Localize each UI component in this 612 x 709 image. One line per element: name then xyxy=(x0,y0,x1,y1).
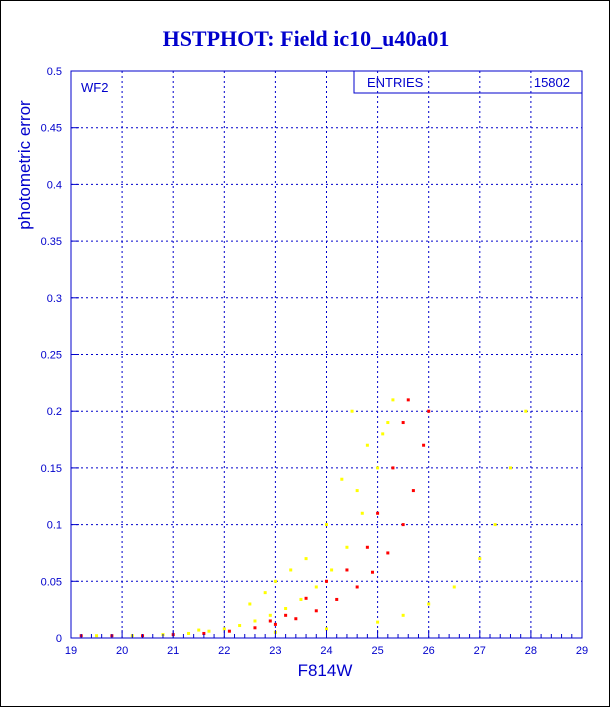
panel-label: WF2 xyxy=(81,80,108,95)
x-tick-label: 28 xyxy=(525,645,537,657)
data-point xyxy=(202,631,206,635)
data-point xyxy=(478,557,482,561)
data-point xyxy=(391,398,395,402)
data-point xyxy=(376,620,380,624)
data-point xyxy=(314,609,318,613)
data-point xyxy=(248,602,252,606)
data-point xyxy=(365,443,369,447)
data-point xyxy=(268,619,272,623)
data-point xyxy=(325,523,328,527)
y-tick-label: 0.45 xyxy=(41,123,62,135)
x-tick-label: 20 xyxy=(116,645,128,657)
y-tick-label: 0 xyxy=(56,633,62,645)
data-point xyxy=(325,627,328,631)
data-point xyxy=(207,629,211,633)
stats-entries-label: ENTRIES xyxy=(367,75,424,90)
data-point xyxy=(304,557,308,561)
x-tick-label: 29 xyxy=(576,645,588,657)
y-tick-label: 0.15 xyxy=(41,463,62,475)
data-point xyxy=(294,617,298,621)
x-tick-label: 22 xyxy=(218,645,230,657)
data-point xyxy=(314,585,318,589)
y-tick-label: 0.1 xyxy=(47,520,62,532)
grid xyxy=(71,71,582,638)
y-tick-label: 0.5 xyxy=(47,66,62,78)
data-point xyxy=(222,627,226,631)
x-tick-label: 25 xyxy=(371,645,383,657)
data-point xyxy=(355,489,359,493)
y-tick-label: 0.05 xyxy=(41,576,62,588)
data-point xyxy=(284,607,288,611)
data-point xyxy=(335,597,339,601)
x-tick-label: 26 xyxy=(423,645,435,657)
data-point xyxy=(273,622,277,626)
data-point xyxy=(187,631,191,635)
y-tick-label: 0.3 xyxy=(47,293,62,305)
data-point xyxy=(289,568,293,572)
data-point xyxy=(422,443,426,447)
data-point xyxy=(273,579,277,583)
data-point xyxy=(238,624,242,628)
data-point xyxy=(304,596,308,600)
x-tick-label: 27 xyxy=(474,645,486,657)
data-point xyxy=(427,409,431,413)
data-point xyxy=(381,432,385,436)
data-point xyxy=(401,613,405,617)
data-point xyxy=(197,628,201,632)
data-point xyxy=(95,634,99,638)
data-point xyxy=(411,489,415,493)
stats-entries-value: 15802 xyxy=(534,75,570,90)
data-point xyxy=(227,629,231,633)
data-point xyxy=(391,466,395,470)
data-point xyxy=(386,551,390,555)
data-point xyxy=(284,613,288,617)
data-point xyxy=(365,545,369,549)
x-tick-label: 24 xyxy=(320,645,332,657)
data-point xyxy=(253,619,257,623)
data-point xyxy=(524,409,528,413)
data-point xyxy=(268,613,272,617)
data-point xyxy=(452,585,456,589)
data-point xyxy=(386,421,390,425)
y-axis-ticks: 0 0.05 0.1 0.15 0.2 0.25 0.3 0.35 0.4 0.45 0.5 xyxy=(41,66,79,645)
y-axis-title: photometric error xyxy=(15,100,34,230)
data-points xyxy=(79,398,528,638)
x-tick-label: 19 xyxy=(65,645,77,657)
data-point xyxy=(330,568,334,572)
x-tick-label: 21 xyxy=(167,645,179,657)
data-point xyxy=(427,602,431,606)
data-point xyxy=(253,626,257,630)
data-point xyxy=(493,523,497,527)
data-point xyxy=(340,477,344,481)
data-point xyxy=(299,597,303,601)
y-tick-label: 0.2 xyxy=(47,406,62,418)
x-tick-label: 23 xyxy=(269,645,281,657)
y-tick-label: 0.25 xyxy=(41,350,62,362)
data-point xyxy=(325,579,328,583)
data-point xyxy=(401,421,405,425)
y-tick-label: 0.35 xyxy=(41,236,62,248)
data-point xyxy=(345,568,349,572)
data-point xyxy=(355,585,359,589)
data-point xyxy=(345,545,349,549)
data-point xyxy=(360,511,364,515)
stats-box xyxy=(353,70,583,94)
y-tick-label: 0.4 xyxy=(47,179,62,191)
x-axis-ticks: 19 20 21 22 23 24 25 26 27 28 29 xyxy=(65,630,588,657)
chart-title: HSTPHOT: Field ic10_u40a01 xyxy=(162,26,450,51)
data-point xyxy=(263,591,267,595)
data-point xyxy=(376,511,380,515)
x-axis-title: F814W xyxy=(298,661,353,680)
data-point xyxy=(401,523,405,527)
data-point xyxy=(406,398,410,402)
data-point xyxy=(370,570,374,574)
data-point xyxy=(350,409,354,413)
data-point xyxy=(376,466,380,470)
data-point xyxy=(508,466,512,470)
